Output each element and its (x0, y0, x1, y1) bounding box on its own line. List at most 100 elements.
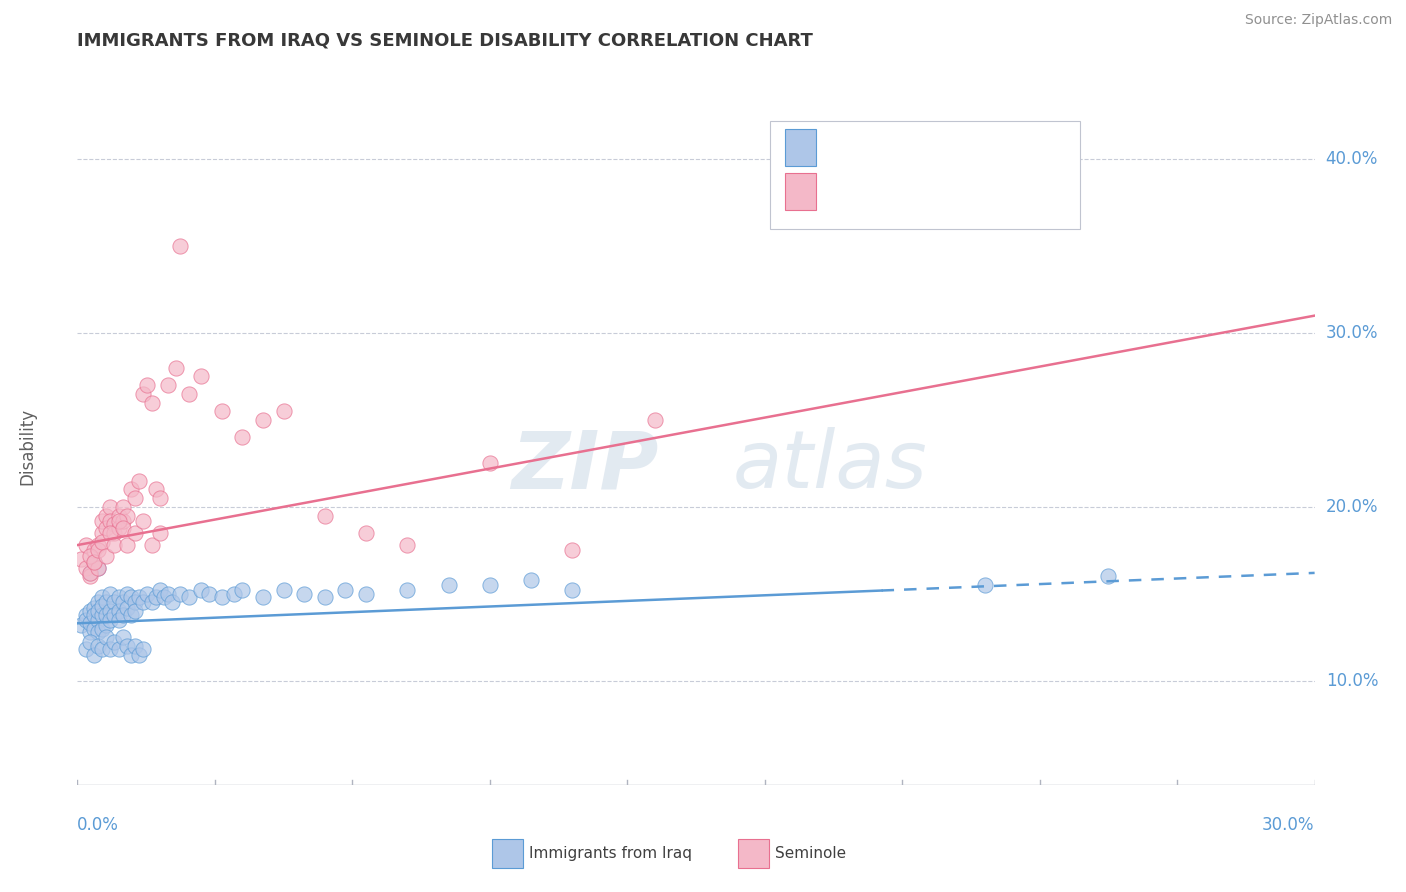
Point (96, 607, 118, 622)
Point (83, 556, 105, 570)
Point (115, 639, 138, 653)
Point (141, 595, 163, 609)
Point (87, 625, 110, 640)
Point (111, 500, 134, 514)
Point (96, 595, 118, 609)
Point (107, 591, 129, 605)
Point (103, 538, 125, 552)
Text: Disability: Disability (18, 408, 37, 484)
Point (478, 456, 501, 470)
Point (98, 525, 121, 540)
Text: 20.0%: 20.0% (1326, 498, 1378, 516)
Point (111, 607, 134, 622)
Point (103, 525, 125, 540)
Point (136, 587, 159, 601)
Point (149, 583, 172, 598)
Text: Source: ZipAtlas.com: Source: ZipAtlas.com (1244, 13, 1392, 28)
Point (103, 635, 125, 649)
Point (111, 521, 134, 535)
Point (91, 599, 114, 613)
Point (273, 583, 295, 598)
Point (169, 239, 191, 253)
Point (111, 514, 134, 528)
Point (79, 616, 101, 631)
Point (115, 538, 138, 552)
Point (115, 600, 138, 615)
Point (83, 543, 105, 558)
Point (70, 552, 93, 566)
Point (107, 642, 129, 657)
Point (79, 635, 101, 649)
Point (107, 521, 129, 535)
Point (87, 543, 110, 558)
Text: 0.0%: 0.0% (77, 815, 120, 833)
Point (98, 587, 121, 601)
Point (107, 604, 129, 618)
Bar (785, 173, 815, 211)
Point (132, 514, 155, 528)
Point (120, 591, 142, 605)
Point (149, 491, 172, 505)
Point (124, 604, 146, 618)
Point (87, 560, 110, 574)
Point (128, 591, 150, 605)
Point (98, 500, 121, 514)
Point (165, 360, 187, 375)
Point (115, 508, 138, 523)
Point (132, 595, 155, 609)
Text: N = 59: N = 59 (974, 185, 1028, 199)
Point (149, 525, 172, 540)
Point (437, 578, 460, 592)
Point (354, 525, 377, 540)
Point (87, 613, 110, 627)
Point (91, 514, 114, 528)
Point (1097, 569, 1119, 583)
Point (70, 618, 93, 632)
Point (157, 378, 180, 392)
Point (231, 583, 253, 598)
Text: 10.0%: 10.0% (1326, 672, 1378, 690)
Point (87, 595, 110, 609)
Point (79, 604, 101, 618)
Point (128, 648, 150, 662)
Point (83, 600, 105, 615)
Point (111, 630, 134, 644)
Point (98, 613, 121, 627)
Text: ZIP: ZIP (512, 427, 659, 506)
Point (314, 508, 336, 523)
Point (128, 474, 150, 488)
Point (478, 578, 501, 592)
Point (98, 514, 121, 528)
Point (177, 387, 200, 401)
Point (87, 538, 110, 552)
Point (973, 578, 995, 592)
Point (96, 549, 118, 563)
Point (157, 587, 180, 601)
Point (120, 648, 142, 662)
Point (87, 604, 110, 618)
Point (190, 583, 212, 598)
Point (520, 573, 543, 587)
Point (107, 613, 129, 627)
Point (644, 413, 666, 427)
Point (103, 607, 125, 622)
Point (136, 378, 159, 392)
Point (252, 413, 274, 427)
Point (103, 517, 125, 532)
Point (75, 560, 97, 574)
Point (396, 583, 419, 598)
Point (75, 607, 97, 622)
Point (252, 591, 274, 605)
Text: N = 83: N = 83 (974, 140, 1028, 155)
Point (79, 569, 101, 583)
Text: atlas: atlas (733, 427, 928, 506)
Point (145, 483, 167, 497)
Point (145, 591, 167, 605)
Point (124, 595, 146, 609)
Point (132, 387, 155, 401)
Point (396, 538, 419, 552)
Point (120, 607, 142, 622)
Point (292, 587, 315, 601)
Point (107, 514, 129, 528)
Point (79, 549, 101, 563)
